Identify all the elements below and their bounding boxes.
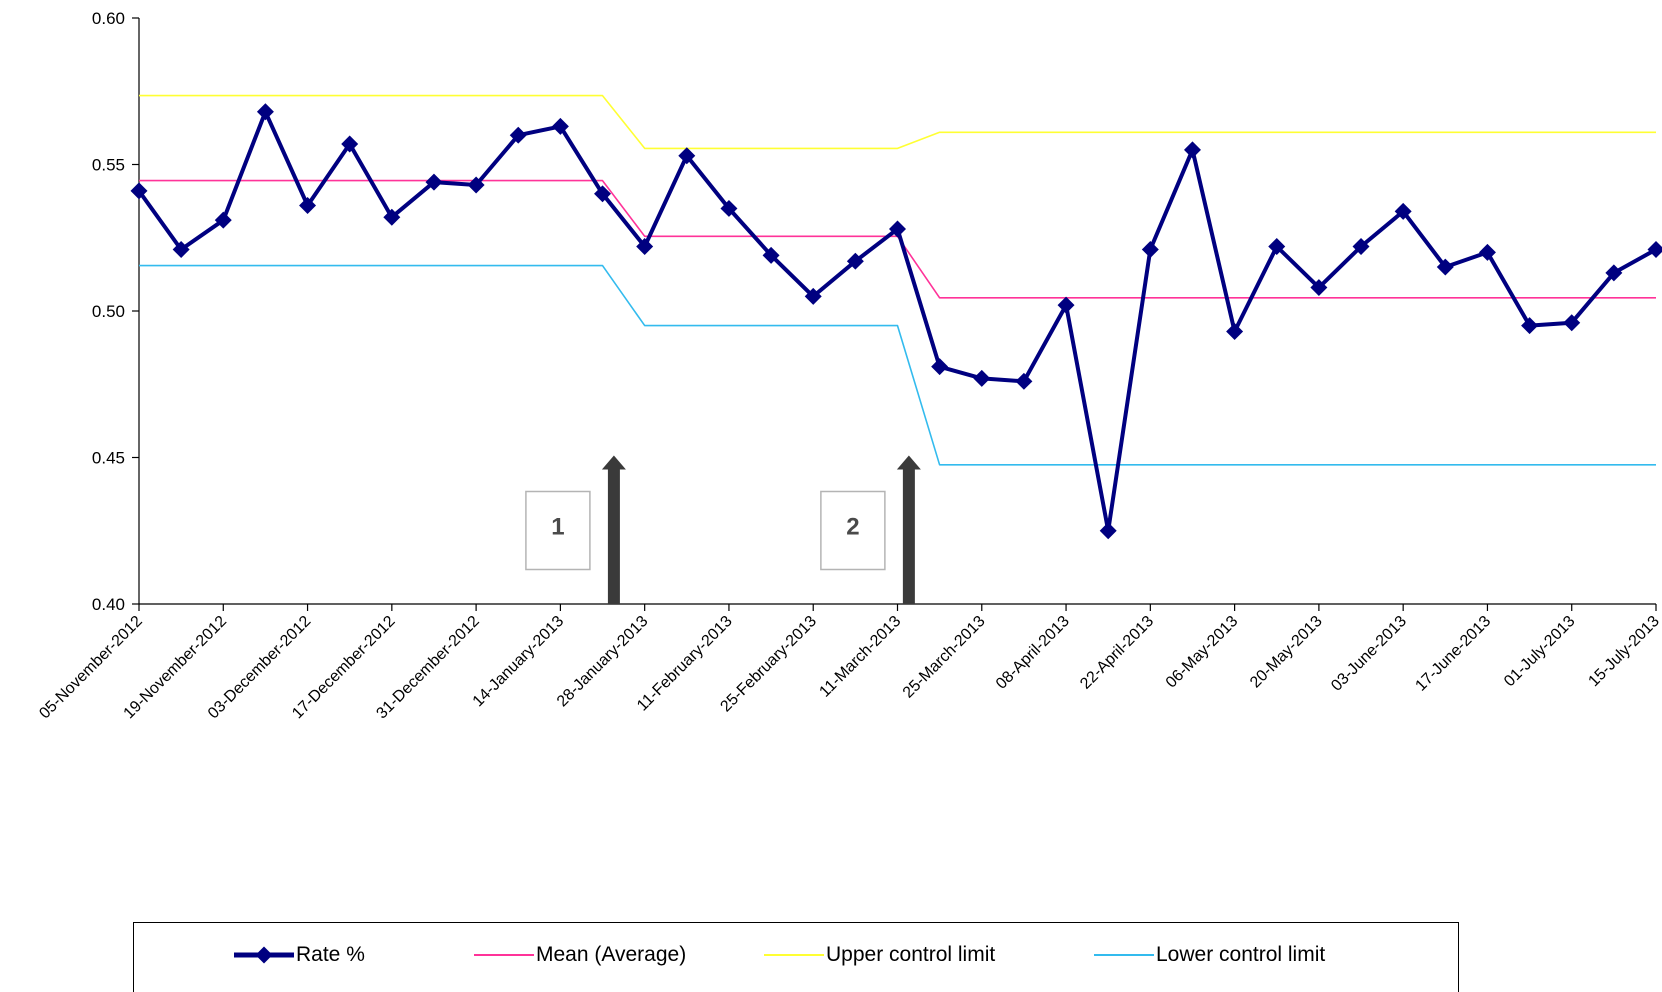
- x-tick-label: 14-January-2013: [470, 613, 568, 711]
- data-point: [594, 185, 612, 203]
- series-line-upper: [139, 94, 1656, 150]
- legend-item-rate: Rate %: [234, 943, 365, 967]
- annotation-arrow-head: [601, 455, 626, 470]
- chart-series: [130, 94, 1662, 540]
- data-point: [973, 369, 991, 387]
- data-point: [889, 220, 906, 238]
- annotation-arrow-shaft: [607, 467, 620, 604]
- data-point: [1099, 522, 1117, 540]
- y-tick-label: 0.50: [92, 302, 125, 321]
- y-tick-label: 0.60: [92, 9, 125, 28]
- x-tick-label: 28-January-2013: [554, 613, 652, 711]
- data-point: [130, 182, 148, 200]
- legend-item-ucl: Upper control limit: [764, 943, 995, 967]
- data-point: [256, 103, 274, 121]
- data-point: [931, 358, 949, 376]
- data-point: [172, 240, 190, 258]
- x-tick-label: 11-March-2013: [816, 613, 904, 701]
- legend-swatch-rate: [234, 946, 294, 964]
- x-tick-label: 03-June-2013: [1328, 613, 1410, 695]
- legend-label-lcl: Lower control limit: [1156, 943, 1326, 966]
- data-point: [1141, 240, 1159, 258]
- x-tick-label: 01-July-2013: [1501, 613, 1579, 691]
- data-point: [551, 117, 569, 135]
- legend-label-ucl: Upper control limit: [826, 943, 996, 966]
- series-line-rate: [137, 109, 1657, 533]
- data-point: [383, 208, 401, 226]
- annotation-label: 2: [846, 514, 859, 541]
- data-point: [804, 287, 822, 305]
- data-point: [1183, 141, 1201, 159]
- legend-item-mean: Mean (Average): [474, 943, 686, 967]
- data-point: [214, 211, 232, 229]
- legend-swatch-lcl: [1094, 954, 1154, 956]
- data-point: [1015, 372, 1033, 390]
- x-tick-label: 17-June-2013: [1412, 613, 1494, 695]
- series-line-lower: [139, 264, 1656, 466]
- data-point: [846, 252, 864, 270]
- data-point: [762, 246, 780, 264]
- y-tick-label: 0.55: [92, 156, 125, 175]
- y-tick-label: 0.40: [92, 595, 125, 614]
- data-point: [299, 197, 317, 215]
- annotation-box: [525, 490, 591, 571]
- annotation-arrow-shaft: [902, 467, 915, 604]
- data-point: [1647, 240, 1662, 258]
- chart-legend: Rate % Mean (Average) Upper control limi…: [133, 922, 1459, 992]
- annotation-box: [820, 490, 886, 571]
- x-tick-label: 08-April-2013: [993, 613, 1073, 693]
- data-point: [509, 126, 527, 144]
- annotation-arrow-head: [896, 455, 921, 470]
- legend-label-rate: Rate %: [296, 943, 365, 966]
- legend-label-mean: Mean (Average): [536, 943, 687, 966]
- data-point: [1478, 243, 1496, 261]
- data-point: [678, 147, 696, 165]
- x-tick-label: 25-March-2013: [900, 613, 989, 702]
- x-tick-label: 06-May-2013: [1163, 613, 1242, 692]
- legend-item-lcl: Lower control limit: [1094, 943, 1325, 967]
- data-point: [341, 135, 359, 153]
- y-tick-label: 0.45: [92, 449, 125, 468]
- data-point: [425, 173, 443, 191]
- data-point: [1226, 323, 1244, 340]
- data-point: [720, 199, 738, 217]
- x-tick-label: 22-April-2013: [1077, 613, 1157, 693]
- data-point: [467, 176, 485, 194]
- annotation-label: 1: [551, 514, 564, 541]
- x-tick-label: 15-July-2013: [1585, 613, 1662, 691]
- x-tick-label: 20-May-2013: [1247, 613, 1326, 692]
- series-line-mean: [139, 179, 1656, 299]
- chart-axes: 0.400.450.500.550.6005-November-201219-N…: [36, 9, 1662, 722]
- x-tick-label: 25-February-2013: [717, 613, 820, 716]
- data-point: [1057, 296, 1075, 314]
- legend-swatch-ucl: [764, 954, 824, 956]
- data-point: [636, 238, 654, 256]
- legend-swatch-mean: [474, 954, 534, 956]
- data-point: [1521, 317, 1539, 335]
